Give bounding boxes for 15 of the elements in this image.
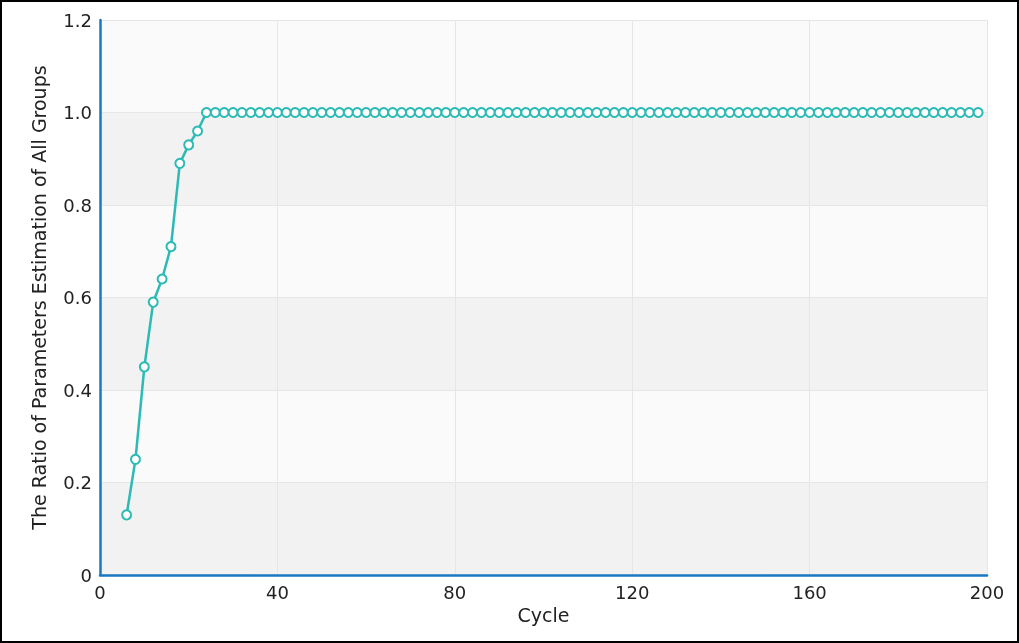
- y-tick-label: 0.2: [63, 472, 92, 493]
- y-tick-label: 0: [80, 564, 92, 586]
- y-axis-title: The Ratio of Parameters Estimation of All Groups: [27, 65, 50, 531]
- x-tick-label: 40: [265, 581, 289, 603]
- y-tick-label: 1.2: [63, 9, 92, 31]
- y-tick-label: 1.0: [63, 102, 92, 123]
- y-tick-label: 0.8: [63, 194, 92, 216]
- x-tick-label: 80: [443, 581, 467, 603]
- y-tick-label: 0.6: [63, 287, 92, 308]
- x-tick-label: 0: [94, 581, 106, 603]
- x-tick-label: 200: [969, 581, 1005, 603]
- x-axis-title: Cycle: [517, 604, 570, 627]
- y-tick-label: 0.4: [63, 379, 92, 401]
- x-tick-label: 160: [792, 581, 827, 603]
- x-tick-label: 120: [615, 581, 650, 603]
